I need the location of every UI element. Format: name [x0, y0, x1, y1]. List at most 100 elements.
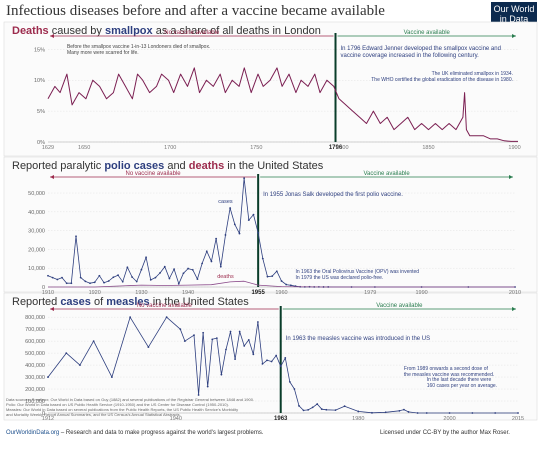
measles-data-point	[398, 409, 401, 412]
polio-title-part-3: cases	[134, 160, 165, 172]
measles-data-point	[243, 345, 246, 347]
polio-title: Reported paralytic polio cases and death…	[12, 160, 324, 172]
polio-data-point	[266, 275, 269, 278]
polio-note-late: In 1979 the US was declared polio-free.	[296, 275, 384, 281]
smallpox-title-part-1: caused by	[49, 25, 105, 37]
polio-data-point	[289, 284, 292, 287]
measles-data-point	[225, 348, 227, 351]
measles-data-point	[206, 385, 209, 388]
measles-data-point	[92, 340, 95, 343]
polio-data-point	[47, 274, 49, 277]
measles-data-point	[279, 365, 282, 368]
measles-data-point	[334, 409, 337, 412]
polio-x-tick-label: 1930	[135, 290, 147, 296]
measles-data-point	[270, 360, 273, 363]
measles-data-point	[311, 406, 314, 409]
license-text: Licensed under CC-BY by the author Max R…	[380, 430, 510, 436]
measles-title-part-3: measles	[106, 296, 149, 308]
measles-data-point	[47, 376, 49, 378]
measles-x-tick-label: 1940	[170, 416, 182, 422]
measles-data-point	[357, 410, 360, 413]
measles-data-point	[79, 364, 81, 366]
polio-y-tick-label: 10,000	[28, 266, 45, 272]
owid-link[interactable]: OurWorldinData.org	[6, 430, 60, 436]
polio-data-point	[182, 272, 185, 275]
logo-line-1: Our World	[493, 4, 535, 14]
polio-data-point	[243, 177, 246, 180]
polio-title-part-1: polio	[104, 160, 131, 172]
polio-data-point	[257, 231, 260, 234]
polio-post-arrowhead	[509, 175, 513, 179]
smallpox-x-tick-label: 1629	[42, 145, 54, 151]
smallpox-x-tick-label: 1796	[329, 145, 343, 151]
polio-data-point	[140, 268, 143, 271]
measles-y-tick-label: 100,000	[25, 399, 45, 405]
polio-x-tick-label: 1979	[364, 290, 376, 296]
polio-y-tick-label: 30,000	[28, 229, 45, 235]
measles-data-point	[284, 357, 287, 359]
smallpox-note-late: The UK eliminated smallpox in 1934.	[432, 71, 513, 77]
measles-data-point	[407, 411, 410, 413]
smallpox-pre-arrowhead	[50, 34, 54, 38]
smallpox-post-arrowhead	[512, 34, 516, 38]
measles-data-point	[298, 404, 300, 407]
smallpox-x-tick-label: 1850	[422, 145, 434, 151]
smallpox-title-part-3: as a share of all deaths in London	[153, 25, 321, 37]
polio-data-point	[163, 265, 166, 268]
polio-x-tick-label: 1940	[182, 290, 194, 296]
polio-data-point	[103, 281, 105, 284]
polio-data-point	[117, 274, 119, 277]
measles-x-tick-label: 2015	[512, 416, 524, 422]
polio-data-point	[131, 276, 133, 278]
measles-note-late-2: 160 cases per year on average.	[427, 383, 497, 389]
measles-data-point	[197, 394, 200, 396]
measles-data-point	[266, 359, 268, 362]
polio-data-point	[159, 272, 161, 274]
measles-pre-arrowhead	[50, 307, 54, 311]
polio-data-point	[75, 235, 77, 238]
polio-data-point	[107, 280, 110, 282]
measles-y-tick-label: 400,000	[25, 363, 45, 369]
smallpox-y-tick-label: 15%	[34, 47, 45, 53]
polio-data-point	[168, 277, 171, 280]
smallpox-pre-label: No vaccine available	[164, 30, 220, 36]
smallpox-title: Deaths caused by smallpox as a share of …	[12, 25, 321, 37]
smallpox-y-tick-label: 0%	[37, 140, 45, 146]
measles-data-point	[215, 337, 218, 340]
polio-data-point	[210, 260, 213, 263]
measles-data-point	[425, 412, 428, 414]
smallpox-panel	[3, 21, 538, 157]
polio-data-point	[126, 266, 129, 269]
measles-data-point	[494, 412, 497, 414]
measles-data-point	[147, 346, 150, 349]
measles-y-tick-label: 0	[42, 411, 45, 417]
measles-y-tick-label: 200,000	[25, 387, 45, 393]
polio-data-point	[98, 274, 101, 277]
polio-data-point	[285, 283, 288, 286]
measles-data-point	[261, 362, 264, 365]
polio-data-point	[271, 275, 274, 277]
measles-data-point	[403, 408, 405, 411]
measles-data-point	[110, 376, 113, 378]
polio-data-point	[149, 278, 152, 281]
polio-note-post: In 1955 Jonas Salk developed the first p…	[263, 192, 403, 198]
measles-data-point	[416, 412, 419, 414]
measles-data-point	[193, 334, 195, 337]
smallpox-note-post: vaccine coverage increased in the follow…	[341, 53, 480, 59]
measles-data-point	[307, 408, 309, 411]
smallpox-note-post: In 1796 Edward Jenner developed the smal…	[341, 46, 501, 52]
measles-data-point	[384, 411, 387, 414]
measles-data-point	[302, 409, 305, 412]
polio-title-part-0: Reported paralytic	[12, 160, 104, 172]
polio-data-point	[191, 268, 194, 271]
polio-data-point	[201, 262, 204, 265]
measles-data-point	[211, 338, 214, 341]
smallpox-x-tick-label: 1650	[78, 145, 90, 151]
polio-post-label: Vaccine available	[363, 171, 410, 177]
polio-data-point	[224, 234, 227, 236]
measles-data-point	[320, 408, 323, 411]
measles-data-point	[202, 331, 205, 334]
polio-data-point	[196, 278, 199, 281]
polio-data-point	[261, 257, 264, 260]
polio-data-point	[280, 280, 283, 282]
